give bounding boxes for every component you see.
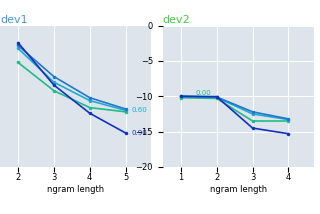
Text: 0.90: 0.90	[131, 130, 147, 136]
X-axis label: ngram length: ngram length	[47, 185, 104, 194]
Text: dev1: dev1	[0, 15, 28, 25]
Text: 0.00: 0.00	[196, 90, 211, 96]
X-axis label: ngram length: ngram length	[210, 185, 267, 194]
Text: 0.60: 0.60	[131, 107, 147, 113]
Text: dev2: dev2	[163, 15, 191, 25]
